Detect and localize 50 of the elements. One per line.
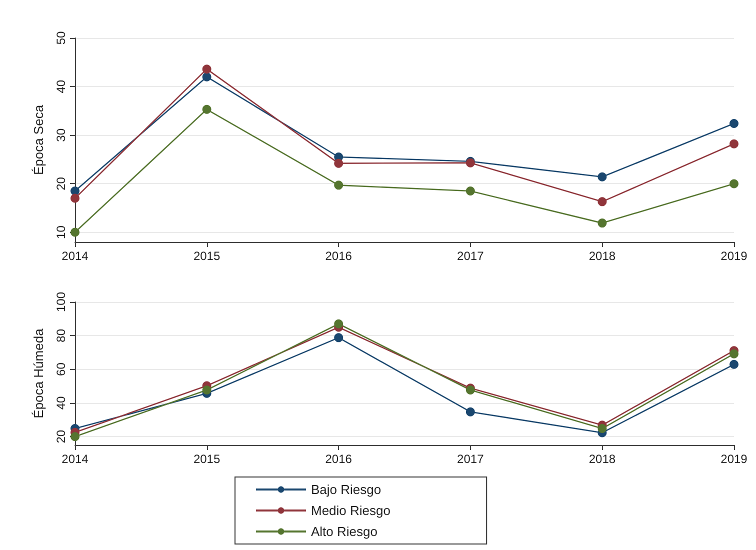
x-tick-label: 2019 [720, 452, 748, 466]
point [598, 424, 607, 434]
x-tick-label: 2014 [62, 249, 89, 263]
x-tick-label: 2016 [325, 452, 352, 466]
point [334, 180, 344, 190]
point [466, 407, 475, 416]
legend-label: Medio Riesgo [311, 503, 427, 518]
y-tick-label: 20 [54, 430, 68, 444]
y-tick-label: 40 [54, 396, 68, 410]
y-tick-label: 30 [54, 128, 68, 142]
x-tick-label: 2015 [193, 249, 220, 263]
legend-label: Bajo Riesgo [311, 482, 418, 497]
y-axis-title: Época Húmeda [31, 328, 46, 418]
legend-label: Alto Riesgo [311, 524, 414, 539]
y-axis-title: Época Seca [31, 104, 46, 176]
point [202, 64, 212, 74]
point [70, 228, 80, 237]
x-tick-label: 2015 [193, 452, 220, 466]
x-tick-label: 2017 [457, 452, 484, 466]
point [202, 104, 212, 114]
y-tick-label: 20 [54, 176, 68, 190]
point [730, 349, 738, 358]
point [334, 319, 344, 328]
y-tick-label: 50 [54, 31, 68, 45]
y-tick-label: 60 [54, 362, 68, 376]
point [730, 179, 738, 188]
x-tick-label: 2018 [588, 249, 616, 263]
x-tick-label: 2019 [720, 249, 748, 263]
x-tick-label: 2018 [588, 452, 616, 466]
point [202, 72, 212, 82]
point [202, 385, 212, 394]
point [730, 360, 738, 369]
point [70, 194, 80, 203]
point [598, 172, 607, 182]
point [730, 139, 738, 148]
point [598, 218, 607, 228]
point [334, 158, 344, 168]
y-tick-label: 10 [54, 225, 68, 239]
point [598, 197, 607, 206]
point [70, 186, 80, 196]
y-tick-label: 40 [54, 80, 68, 94]
x-tick-label: 2014 [62, 452, 89, 466]
point [70, 432, 80, 442]
x-tick-label: 2016 [325, 249, 352, 263]
x-tick-label: 2017 [457, 249, 484, 263]
point [334, 333, 344, 342]
y-tick-label: 80 [54, 328, 68, 342]
point [466, 186, 475, 196]
y-tick-label: 100 [54, 292, 68, 312]
point [730, 118, 738, 128]
